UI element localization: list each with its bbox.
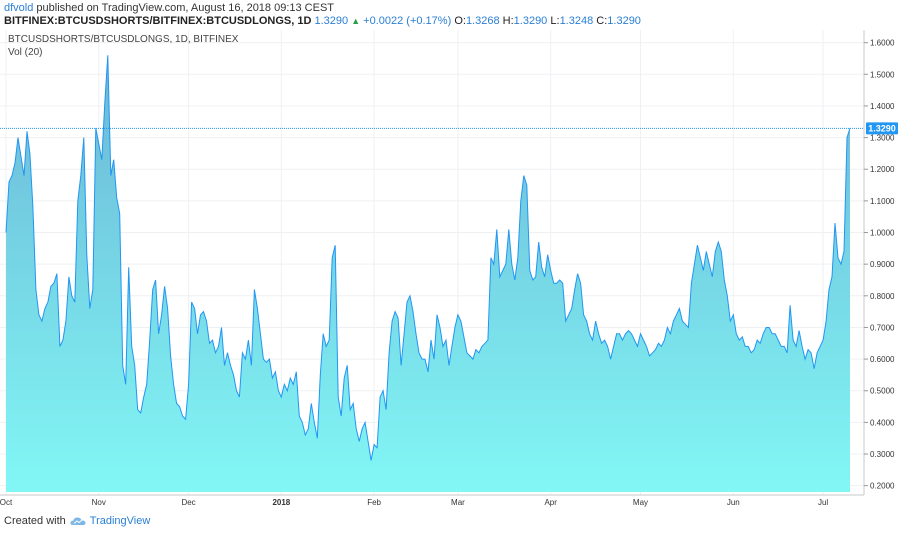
x-tick-label: Jun: [727, 498, 740, 507]
x-tick-label: Dec: [181, 498, 195, 507]
x-tick-label: Feb: [367, 498, 381, 507]
y-tick-label: 0.6000: [870, 355, 895, 364]
symbol-name: BITFINEX:BTCUSDSHORTS/BITFINEX:BTCUSDLON…: [4, 15, 312, 27]
author-link[interactable]: dfvold: [4, 2, 34, 14]
price-line: [5, 55, 851, 461]
last-price: 1.3290: [314, 15, 349, 27]
time-axis[interactable]: OctNovDec2018FebMarAprMayJunJulAug: [0, 498, 900, 507]
price-change: +0.0022 (+0.17%): [363, 15, 452, 27]
volume-indicator-label[interactable]: Vol (20): [8, 47, 43, 58]
x-tick-label: Apr: [544, 498, 557, 507]
price-axis[interactable]: 0.2000 0.3000 0.4000 0.5000 0.6000 0.7000 0.80…: [864, 39, 895, 491]
chart-area[interactable]: 0.2000 0.3000 0.4000 0.5000 0.6000 0.7000 0.80…: [0, 30, 900, 520]
y-tick-label: 0.5000: [870, 387, 895, 396]
low-value: 1.3248: [559, 15, 594, 27]
publish-info: dfvold published on TradingView.com, Aug…: [4, 2, 334, 14]
up-arrow-icon: ▲: [351, 16, 361, 26]
price-chart[interactable]: 0.2000 0.3000 0.4000 0.5000 0.6000 0.7000 0.80…: [0, 30, 900, 515]
low-label: L:: [550, 15, 560, 27]
high-value: 1.3290: [513, 15, 548, 27]
y-tick-label: 0.4000: [870, 418, 895, 427]
x-tick-label: Jul: [818, 498, 828, 507]
tradingview-brand-link[interactable]: TradingView: [89, 515, 151, 527]
footer: Created with TradingView: [4, 515, 150, 527]
y-tick-label: 0.3000: [870, 450, 895, 459]
symbol-line: BITFINEX:BTCUSDSHORTS/BITFINEX:BTCUSDLON…: [4, 15, 641, 27]
high-label: H:: [502, 15, 514, 27]
created-with-text: Created with: [4, 515, 66, 527]
close-label: C:: [596, 15, 608, 27]
y-tick-label: 1.3000: [870, 134, 895, 143]
published-text: published on TradingView.com, August 16,…: [33, 2, 335, 14]
tradingview-cloud-icon: [70, 517, 86, 525]
x-tick-label: Oct: [0, 498, 13, 507]
open-value: 1.3268: [465, 15, 500, 27]
y-tick-label: 1.2000: [870, 165, 895, 174]
y-tick-label: 1.1000: [870, 197, 895, 206]
y-tick-label: 0.9000: [870, 260, 895, 269]
pane-title: BTCUSDSHORTS/BTCUSDLONGS, 1D, BITFINEX: [8, 34, 239, 45]
x-tick-label: 2018: [272, 498, 290, 507]
y-tick-label: 0.2000: [870, 482, 895, 491]
y-tick-label: 1.5000: [870, 70, 895, 79]
y-tick-label: 0.7000: [870, 323, 895, 332]
y-tick-label: 1.4000: [870, 102, 895, 111]
y-tick-label: 0.8000: [870, 292, 895, 301]
x-tick-label: Nov: [92, 498, 106, 507]
last-price-badge: 1.3290: [866, 122, 898, 135]
last-price-badge-text: 1.3290: [868, 123, 896, 133]
open-label: O:: [454, 15, 466, 27]
close-value: 1.3290: [607, 15, 641, 27]
x-tick-label: May: [633, 498, 648, 507]
y-tick-label: 1.6000: [870, 39, 895, 48]
y-tick-label: 1.0000: [870, 229, 895, 238]
area-fill: [6, 55, 850, 493]
x-tick-label: Mar: [451, 498, 465, 507]
